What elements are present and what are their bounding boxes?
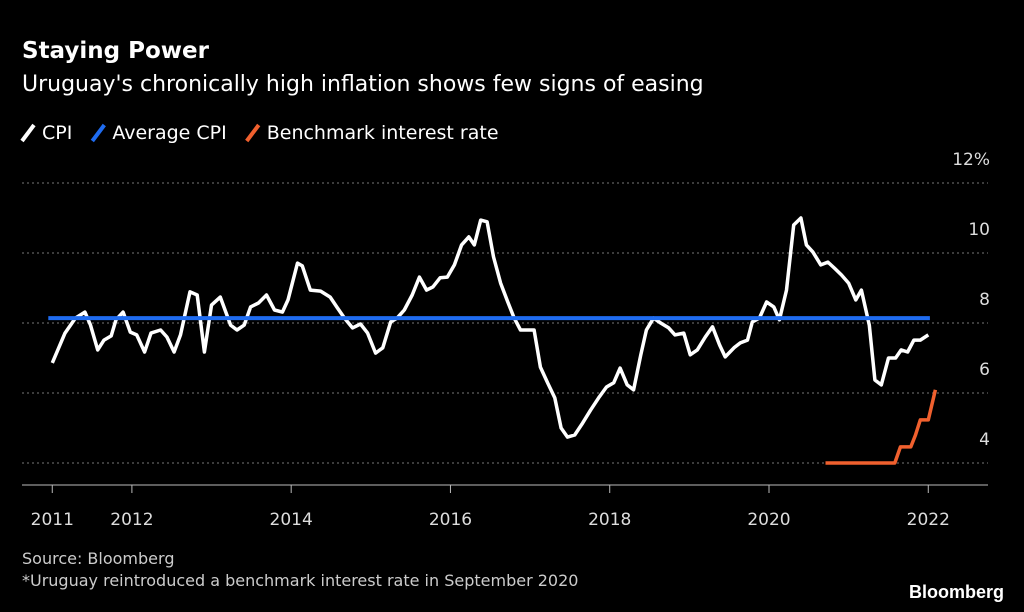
x-tick-label: 2014 — [270, 510, 313, 530]
legend-label: CPI — [42, 122, 72, 144]
x-tick-label: 2011 — [31, 510, 74, 530]
chart-title: Staying Power — [22, 38, 210, 64]
legend-label: Average CPI — [112, 122, 226, 144]
brand: Bloomberg — [909, 582, 1004, 602]
series-line — [825, 389, 938, 465]
y-tick-label: 10 — [968, 220, 990, 240]
note: *Uruguay reintroduced a benchmark intere… — [22, 571, 578, 590]
series-line — [50, 216, 930, 439]
legend-swatch — [20, 123, 36, 143]
legend-label: Benchmark interest rate — [267, 122, 499, 144]
x-tick-label: 2012 — [110, 510, 153, 530]
y-tick-label: 8 — [979, 290, 990, 310]
source: Source: Bloomberg — [22, 549, 174, 568]
legend-swatch — [245, 123, 261, 143]
x-tick-label: 2016 — [429, 510, 472, 530]
chart-subtitle: Uruguay's chronically high inflation sho… — [22, 72, 704, 97]
y-tick-label: 4 — [979, 430, 990, 450]
x-tick-label: 2018 — [588, 510, 631, 530]
y-tick-label: 12% — [952, 150, 990, 170]
legend-swatch — [90, 123, 106, 143]
y-tick-label: 6 — [979, 360, 990, 380]
x-tick-label: 2020 — [747, 510, 790, 530]
x-tick-label: 2022 — [907, 510, 950, 530]
